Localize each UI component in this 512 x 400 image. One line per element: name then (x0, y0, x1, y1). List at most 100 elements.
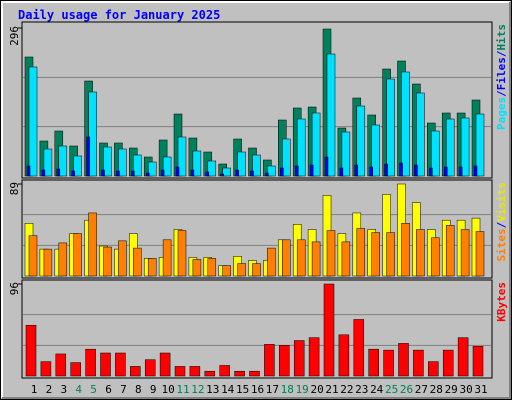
bar (311, 241, 321, 277)
bar (70, 362, 81, 377)
bar (309, 164, 314, 177)
bar (115, 352, 126, 377)
x-tick-label: 5 (90, 383, 97, 396)
bar (445, 225, 455, 277)
x-tick-label: 23 (355, 383, 368, 396)
x-tick-label: 13 (206, 383, 219, 396)
bar (85, 348, 96, 377)
bar (414, 164, 418, 177)
bar (279, 345, 290, 377)
bar (130, 366, 141, 377)
legend-separator: / (495, 221, 508, 228)
bar (131, 170, 135, 177)
bar (73, 233, 82, 277)
x-tick-label: 11 (176, 383, 189, 396)
bar (339, 167, 344, 177)
bar (86, 136, 90, 177)
bar (145, 172, 150, 177)
bar (190, 169, 195, 177)
legend-label: Pages (495, 97, 508, 130)
bar (445, 118, 455, 177)
bar (267, 165, 276, 177)
bar (431, 237, 440, 277)
bar (398, 343, 409, 377)
bar (442, 349, 454, 377)
bar (250, 170, 254, 177)
bar (147, 161, 157, 177)
bar (383, 349, 394, 377)
legend: Pages/Files/Hits (495, 24, 508, 130)
bar (159, 352, 171, 377)
bar (353, 319, 365, 377)
bar (368, 348, 379, 377)
legend-label: Visits (495, 182, 508, 222)
legend-label: Files (495, 57, 508, 90)
bar (205, 171, 210, 177)
bar (443, 166, 448, 177)
bar (73, 155, 82, 177)
bar (43, 248, 53, 277)
bar (222, 167, 231, 177)
bar (356, 228, 366, 277)
x-tick-label: 27 (415, 383, 428, 396)
bar (43, 148, 53, 177)
bar (429, 167, 433, 177)
legend-separator: / (495, 90, 508, 97)
bar (118, 240, 127, 277)
bar (324, 156, 329, 177)
bar (237, 151, 246, 177)
x-tick-label: 17 (266, 383, 279, 396)
bar (371, 124, 380, 177)
x-tick-label: 31 (474, 383, 487, 396)
y-tick-label: 296 (8, 26, 21, 46)
bar (40, 361, 52, 377)
x-tick-label: 22 (340, 383, 353, 396)
bar (386, 232, 395, 277)
x-tick-label: 10 (161, 383, 174, 396)
bar (293, 340, 305, 377)
bar (235, 169, 239, 177)
bar (88, 91, 97, 177)
bar (356, 105, 366, 177)
bar (473, 165, 478, 177)
bar (116, 170, 120, 177)
bar (133, 247, 142, 277)
bar (267, 247, 276, 277)
y-tick-label: 96 (8, 282, 21, 295)
bar (175, 166, 180, 177)
bar (457, 337, 469, 377)
bar (252, 263, 261, 277)
legend: KBytes (495, 282, 508, 322)
bar (341, 131, 351, 177)
bar (25, 324, 37, 377)
bar (252, 154, 261, 177)
bar (458, 166, 463, 177)
bar (56, 168, 61, 177)
x-tick-label: 18 (281, 383, 294, 396)
bar (265, 172, 269, 177)
bar (118, 148, 127, 177)
x-tick-label: 3 (60, 383, 67, 396)
bar (384, 163, 388, 177)
legend-label: KBytes (495, 282, 508, 322)
legend-separator: / (495, 50, 508, 57)
bar (189, 366, 201, 377)
x-tick-label: 1 (31, 383, 38, 396)
x-tick-label: 4 (75, 383, 82, 396)
bar (28, 235, 38, 277)
x-tick-label: 14 (221, 383, 235, 396)
bar (401, 223, 410, 277)
bar (338, 334, 350, 377)
x-tick-label: 20 (310, 383, 323, 396)
bar (58, 145, 68, 177)
bar (282, 138, 291, 177)
bar (177, 136, 187, 177)
bar (326, 230, 336, 277)
bar (103, 246, 112, 277)
bar (237, 263, 246, 277)
bar (162, 239, 172, 277)
bar (192, 259, 202, 277)
bar (326, 53, 336, 177)
x-tick-label: 2 (46, 383, 53, 396)
